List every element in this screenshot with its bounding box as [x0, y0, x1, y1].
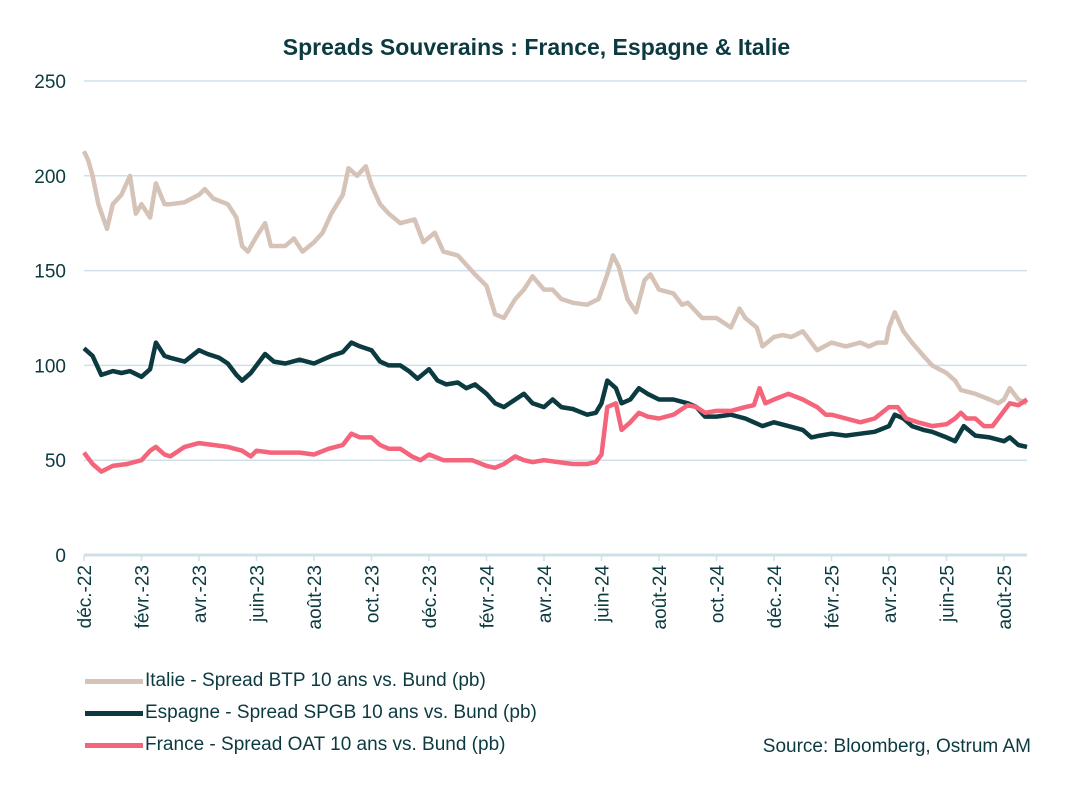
x-tick-label: juin-25 — [938, 565, 959, 623]
x-tick-label: août-24 — [650, 565, 671, 630]
legend-swatch-espagne — [85, 710, 143, 716]
legend-item-italie: Italie - Spread BTP 10 ans vs. Bund (pb) — [85, 670, 486, 692]
legend-item-espagne: Espagne - Spread SPGB 10 ans vs. Bund (p… — [85, 702, 537, 724]
y-tick-label: 50 — [45, 451, 66, 472]
x-tick-label: déc.-23 — [420, 565, 441, 628]
x-tick-label: oct.-23 — [363, 565, 384, 623]
y-tick-label: 250 — [34, 72, 66, 93]
series-line-italie — [81, 150, 1028, 406]
legend-label-espagne: Espagne - Spread SPGB 10 ans vs. Bund (p… — [145, 702, 537, 723]
y-tick-label: 150 — [34, 262, 66, 283]
series-line-espagne — [82, 340, 1028, 450]
y-tick-label: 200 — [34, 167, 66, 188]
legend-item-france: France - Spread OAT 10 ans vs. Bund (pb) — [85, 734, 505, 756]
chart-title: Spreads Souverains : France, Espagne & I… — [282, 34, 791, 60]
x-tick-label: déc.-24 — [765, 565, 786, 629]
x-tick-label: avr.-25 — [880, 565, 901, 623]
x-tick-label: avr.-24 — [535, 565, 556, 624]
x-tick-label: déc.-22 — [75, 565, 96, 628]
legend-swatch-france — [85, 742, 143, 748]
x-tick-label: oct.-24 — [708, 565, 729, 624]
legend-label-france: France - Spread OAT 10 ans vs. Bund (pb) — [145, 734, 506, 755]
x-tick-label: févr.-24 — [478, 565, 499, 629]
legend-swatch-italie — [85, 678, 143, 684]
y-tick-label: 100 — [34, 356, 66, 377]
x-tick-label: août-25 — [995, 565, 1016, 629]
x-tick-label: juin-23 — [248, 565, 269, 623]
x-tick-label: août-23 — [305, 565, 326, 629]
legend-label-italie: Italie - Spread BTP 10 ans vs. Bund (pb) — [145, 670, 486, 691]
x-tick-label: févr.-23 — [133, 565, 154, 628]
y-tick-label: 0 — [55, 546, 66, 567]
x-tick-label: févr.-25 — [823, 565, 844, 628]
source-note: Source: Bloomberg, Ostrum AM — [762, 736, 1031, 757]
series-line-france — [82, 385, 1029, 474]
x-tick-label: avr.-23 — [190, 565, 211, 623]
x-tick-label: juin-24 — [593, 565, 614, 623]
